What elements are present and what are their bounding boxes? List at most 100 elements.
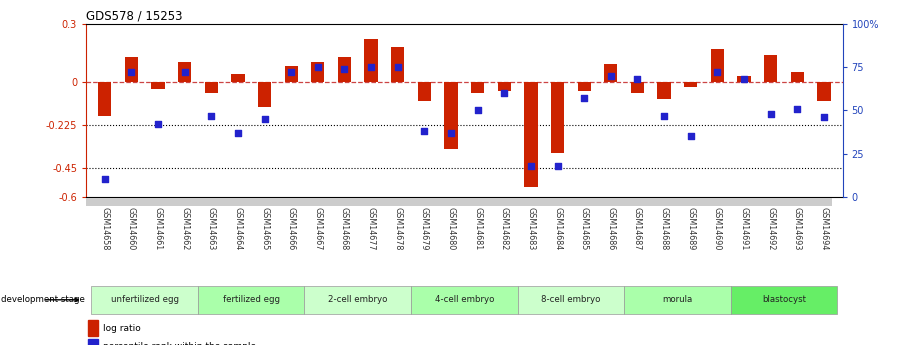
Text: GSM14689: GSM14689 [686,207,695,250]
Bar [338,57,352,82]
Point [603,73,618,79]
Text: GSM14679: GSM14679 [419,207,429,250]
Text: GSM14663: GSM14663 [207,207,216,250]
Text: GSM14660: GSM14660 [127,207,136,250]
Bar [624,286,731,314]
Point [470,108,485,113]
Text: GSM14690: GSM14690 [713,207,722,250]
Bar [604,65,618,82]
Text: 4-cell embryo: 4-cell embryo [435,295,494,304]
Bar [551,82,564,152]
Point [790,106,805,111]
Bar [391,47,404,82]
Bar [411,286,517,314]
Bar [284,66,298,82]
Point [497,90,512,96]
Point [98,177,112,182]
Bar [92,286,198,314]
Bar [178,62,191,82]
Text: GSM14658: GSM14658 [101,207,110,250]
Bar [198,286,304,314]
Bar [710,49,724,82]
Text: percentile rank within the sample: percentile rank within the sample [103,342,256,345]
Text: GSM14688: GSM14688 [660,207,669,250]
Point [150,121,165,127]
Text: GSM14684: GSM14684 [553,207,562,250]
Text: 2-cell embryo: 2-cell embryo [328,295,388,304]
Text: GSM14678: GSM14678 [393,207,402,250]
Bar [791,72,804,82]
Text: development stage: development stage [1,295,85,304]
Point [816,115,831,120]
Point [417,128,431,134]
Text: GSM14664: GSM14664 [234,207,243,250]
Point [550,163,564,168]
Text: unfertilized egg: unfertilized egg [111,295,178,304]
Bar [631,82,644,93]
Text: GSM14681: GSM14681 [473,207,482,250]
Text: GSM14694: GSM14694 [819,207,828,250]
Bar [88,321,98,336]
Point [683,134,698,139]
Bar [684,82,698,87]
Text: GSM14685: GSM14685 [580,207,589,250]
Point [390,65,405,70]
Text: 8-cell embryo: 8-cell embryo [541,295,601,304]
Bar [764,55,777,82]
Text: GSM14677: GSM14677 [367,207,376,250]
Text: GSM14691: GSM14691 [739,207,748,250]
Bar [525,82,537,187]
Bar [817,82,831,101]
Bar [304,286,411,314]
Point [764,111,778,117]
Text: GSM14666: GSM14666 [286,207,295,250]
Bar [497,82,511,91]
Text: GSM14661: GSM14661 [153,207,162,250]
Bar [311,62,324,82]
Point [631,77,645,82]
Text: GSM14680: GSM14680 [447,207,456,250]
Text: GSM14682: GSM14682 [500,207,509,250]
Text: morula: morula [662,295,692,304]
Bar [444,82,458,149]
Point [737,77,751,82]
Bar [231,74,245,82]
Point [337,66,352,72]
Point [231,130,246,136]
Bar [471,82,485,93]
Text: blastocyst: blastocyst [762,295,806,304]
Text: log ratio: log ratio [103,324,141,333]
Point [311,65,325,70]
Point [657,113,671,118]
Bar [151,82,165,89]
Point [577,96,592,101]
Point [204,113,218,118]
Bar [125,57,138,82]
Bar [658,82,670,99]
Text: GSM14668: GSM14668 [340,207,349,250]
Point [124,70,139,75]
Bar [88,339,98,345]
Text: GSM14667: GSM14667 [313,207,323,250]
Bar [98,82,111,116]
Point [524,163,538,168]
Bar [258,82,271,107]
Text: GDS578 / 15253: GDS578 / 15253 [86,10,183,23]
Point [364,65,379,70]
Text: GSM14683: GSM14683 [526,207,535,250]
Text: GSM14665: GSM14665 [260,207,269,250]
Bar [364,39,378,82]
Point [284,70,298,75]
Bar [205,82,218,93]
Text: GSM14692: GSM14692 [766,207,776,250]
Point [710,70,725,75]
Text: GSM14686: GSM14686 [606,207,615,250]
Point [257,116,272,122]
Bar [731,286,837,314]
Bar [517,286,624,314]
Bar [418,82,431,101]
Text: GSM14662: GSM14662 [180,207,189,250]
Text: GSM14687: GSM14687 [633,207,642,250]
Bar [737,76,751,82]
Point [444,130,458,136]
